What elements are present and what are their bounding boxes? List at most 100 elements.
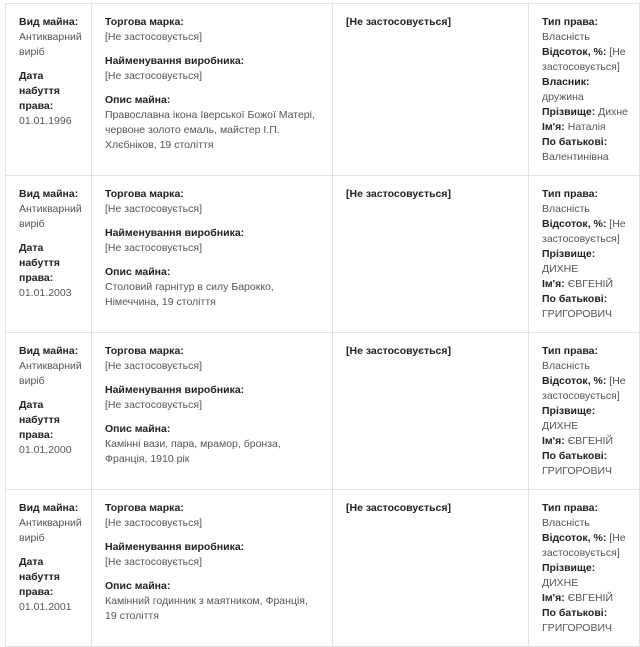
- manufacturer-block: Найменування виробника: [Не застосовуєтьс…: [105, 383, 322, 413]
- share-label: Відсоток, %:: [542, 375, 607, 387]
- acquisition-date-label: Дата набуття права:: [19, 242, 60, 284]
- trademark-label: Торгова марка:: [105, 16, 184, 28]
- surname-value: ДИХНЕ: [542, 263, 579, 275]
- not-applicable-text: [Не застосовується]: [346, 16, 452, 28]
- property-type-label: Вид майна:: [19, 345, 79, 357]
- acquisition-date-label: Дата набуття права:: [19, 70, 60, 112]
- share-label: Відсоток, %:: [542, 532, 607, 544]
- surname-line: Прізвище: Дихне: [542, 105, 629, 120]
- manufacturer-value: [Не застосовується]: [105, 556, 202, 568]
- surname-label: Прізвище:: [542, 248, 596, 260]
- acquisition-date-value: 01.01.2000: [19, 444, 72, 456]
- acquisition-date-value: 01.01.1996: [19, 115, 72, 127]
- table-row: Вид майна: Антикварний виріб Дата набуття …: [5, 332, 640, 490]
- right-type-label: Тип права:: [542, 345, 598, 357]
- trademark-value: [Не застосовується]: [105, 203, 202, 215]
- trademark-value: [Не застосовується]: [105, 360, 202, 372]
- details-cell: Торгова марка: [Не застосовується] Наймену…: [91, 332, 333, 490]
- rights-cell: Тип права: Власність Відсоток, %: [Не заст…: [528, 489, 640, 647]
- right-type-label: Тип права:: [542, 188, 598, 200]
- surname-value: Дихне: [598, 106, 628, 118]
- right-type-value: Власність: [542, 203, 590, 215]
- surname-value: ДИХНЕ: [542, 420, 579, 432]
- manufacturer-block: Найменування виробника: [Не застосовуєтьс…: [105, 54, 322, 84]
- share-label: Відсоток, %:: [542, 218, 607, 230]
- surname-label: Прізвище:: [542, 106, 596, 118]
- property-type-label: Вид майна:: [19, 188, 79, 200]
- owner-value: дружина: [542, 91, 584, 103]
- patronymic-block: По батькові: ГРИГОРОВИЧ: [542, 449, 629, 479]
- share-line: Відсоток, %: [Не застосовується]: [542, 45, 629, 75]
- surname-line: Прізвище: ДИХНЕ: [542, 404, 629, 434]
- property-cell: Вид майна: Антикварний виріб Дата набуття …: [5, 175, 92, 333]
- patronymic-value: ГРИГОРОВИЧ: [542, 465, 612, 477]
- property-type-label: Вид майна:: [19, 16, 79, 28]
- share-value: [Не застосовується]: [542, 375, 626, 402]
- table-row: Вид майна: Антикварний виріб Дата набуття …: [5, 3, 640, 176]
- details-cell: Торгова марка: [Не застосовується] Наймену…: [91, 489, 333, 647]
- property-type-block: Вид майна: Антикварний виріб: [19, 187, 82, 232]
- description-label: Опис майна:: [105, 423, 171, 435]
- share-line: Відсоток, %: [Не застосовується]: [542, 374, 629, 404]
- patronymic-block: По батькові: Валентинівна: [542, 135, 629, 165]
- trademark-label: Торгова марка:: [105, 188, 184, 200]
- name-value: ЄВГЕНІЙ: [567, 592, 614, 604]
- acquisition-date-value: 01.01.2003: [19, 287, 72, 299]
- name-line: Ім'я: ЄВГЕНІЙ: [542, 277, 629, 292]
- patronymic-block: По батькові: ГРИГОРОВИЧ: [542, 606, 629, 636]
- acquisition-date-value: 01.01.2001: [19, 601, 72, 613]
- share-value: [Не застосовується]: [542, 218, 626, 245]
- manufacturer-block: Найменування виробника: [Не застосовуєтьс…: [105, 226, 322, 256]
- share-value: [Не застосовується]: [542, 532, 626, 559]
- description-label: Опис майна:: [105, 580, 171, 592]
- patronymic-label: По батькові:: [542, 450, 608, 462]
- trademark-block: Торгова марка: [Не застосовується]: [105, 501, 322, 531]
- patronymic-value: ГРИГОРОВИЧ: [542, 308, 612, 320]
- acquisition-date-label: Дата набуття права:: [19, 399, 60, 441]
- right-type-block: Тип права: Власність: [542, 344, 629, 374]
- right-type-label: Тип права:: [542, 502, 598, 514]
- name-label: Ім'я:: [542, 121, 565, 133]
- property-cell: Вид майна: Антикварний виріб Дата набуття …: [5, 3, 92, 176]
- value-cell: [Не застосовується]: [332, 489, 529, 647]
- acquisition-date-block: Дата набуття права: 01.01.2000: [19, 398, 81, 458]
- property-type-value: Антикварний виріб: [19, 517, 82, 544]
- manufacturer-label: Найменування виробника:: [105, 227, 245, 239]
- property-table: Вид майна: Антикварний виріб Дата набуття …: [5, 3, 640, 647]
- patronymic-label: По батькові:: [542, 136, 608, 148]
- share-value: [Не застосовується]: [542, 46, 626, 73]
- manufacturer-label: Найменування виробника:: [105, 384, 245, 396]
- surname-line: Прізвище: ДИХНЕ: [542, 561, 629, 591]
- rights-cell: Тип права: Власність Відсоток, %: [Не заст…: [528, 332, 640, 490]
- trademark-value: [Не застосовується]: [105, 31, 202, 43]
- patronymic-value: Валентинівна: [542, 151, 609, 163]
- property-cell: Вид майна: Антикварний виріб Дата набуття …: [5, 332, 92, 490]
- value-cell: [Не застосовується]: [332, 175, 529, 333]
- property-type-block: Вид майна: Антикварний виріб: [19, 501, 82, 546]
- details-cell: Торгова марка: [Не застосовується] Наймену…: [91, 175, 333, 333]
- patronymic-label: По батькові:: [542, 293, 608, 305]
- right-type-block: Тип права: Власність: [542, 15, 629, 45]
- patronymic-value: ГРИГОРОВИЧ: [542, 622, 612, 634]
- right-type-value: Власність: [542, 517, 590, 529]
- acquisition-date-label: Дата набуття права:: [19, 556, 60, 598]
- surname-line: Прізвище: ДИХНЕ: [542, 247, 629, 277]
- trademark-label: Торгова марка:: [105, 502, 184, 514]
- description-block: Опис майна: Камінний годинник з маятником…: [105, 579, 322, 624]
- description-block: Опис майна: Камінні вази, пара, мрамор, б…: [105, 422, 322, 467]
- name-value: Наталія: [567, 121, 606, 133]
- trademark-label: Торгова марка:: [105, 345, 184, 357]
- name-line: Ім'я: ЄВГЕНІЙ: [542, 591, 629, 606]
- owner-line: Власник: дружина: [542, 75, 629, 105]
- description-label: Опис майна:: [105, 94, 171, 106]
- patronymic-label: По батькові:: [542, 607, 608, 619]
- property-type-value: Антикварний виріб: [19, 360, 82, 387]
- details-cell: Торгова марка: [Не застосовується] Наймену…: [91, 3, 333, 176]
- manufacturer-value: [Не застосовується]: [105, 399, 202, 411]
- description-label: Опис майна:: [105, 266, 171, 278]
- trademark-block: Торгова марка: [Не застосовується]: [105, 187, 322, 217]
- right-type-value: Власність: [542, 360, 590, 372]
- value-cell: [Не застосовується]: [332, 332, 529, 490]
- rights-cell: Тип права: Власність Відсоток, %: [Не заст…: [528, 175, 640, 333]
- manufacturer-value: [Не застосовується]: [105, 70, 202, 82]
